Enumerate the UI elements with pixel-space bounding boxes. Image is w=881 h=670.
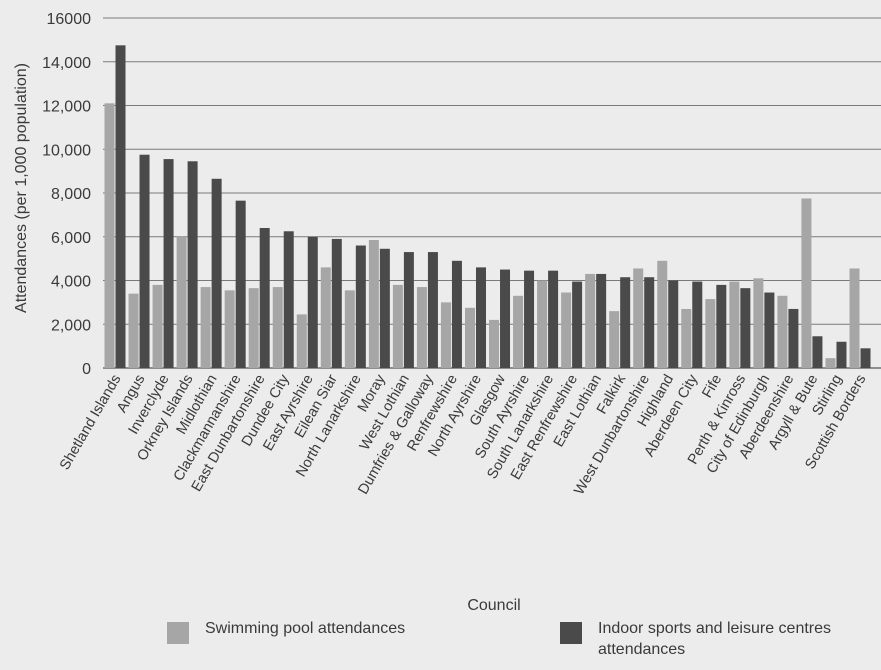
bar-swimming [416,287,427,368]
y-tick-label: 6,000 [51,230,91,247]
chart-plot: 0 2,000 4,000 6,000 8,000 10,000 12,000 14,000 1… [13,11,881,614]
y-axis-title: Attendances (per 1,000 population) [13,63,30,313]
bar-indoor-sports [139,154,150,368]
legend: Swimming pool attendances Indoor sports … [0,618,881,670]
bar-indoor-sports [620,277,631,368]
bar-swimming [344,290,355,368]
bar-swimming [513,295,524,368]
bar-indoor-sports [740,288,751,368]
y-tick-label: 0 [82,361,91,378]
bar-swimming [248,288,259,368]
bar-swimming [537,280,548,368]
bar-indoor-sports [403,252,414,368]
bar-swimming [777,295,788,368]
bar-indoor-sports [716,284,727,369]
bar-swimming [681,308,692,368]
bar-indoor-sports [187,161,198,368]
bar-swimming [657,260,668,368]
legend-swatch-indoor-sports [560,622,582,644]
bar-indoor-sports [115,45,126,369]
bar-indoor-sports [331,238,342,368]
bar-swimming [224,290,235,368]
bar-swimming [368,240,379,368]
bar-indoor-sports [788,308,799,368]
bar-indoor-sports [283,231,294,368]
bar-swimming [849,268,860,368]
bar-indoor-sports [259,228,270,368]
bar-indoor-sports [596,273,607,368]
y-tick-label: 16000 [47,11,92,28]
bar-indoor-sports [812,336,823,368]
bar-swimming [272,287,283,368]
bar-indoor-sports [764,292,775,368]
y-tick-label: 4,000 [51,274,91,291]
bar-indoor-sports [644,277,655,368]
bar-indoor-sports [307,236,318,368]
legend-item-indoor-sports: Indoor sports and leisure centres attend… [560,618,838,660]
legend-swatch-swimming [167,622,189,644]
bar-indoor-sports [379,248,390,368]
legend-label-swimming: Swimming pool attendances [205,620,406,637]
bar-swimming [320,267,331,369]
bar-swimming [128,293,139,369]
bar-swimming [464,307,475,368]
bar-swimming [440,302,451,369]
bar-indoor-sports [355,245,366,368]
bar-swimming [609,311,620,369]
bar-swimming [825,358,836,368]
bar-indoor-sports [451,260,462,368]
bars [104,45,871,369]
bar-indoor-sports [427,252,438,368]
bar-swimming [633,268,644,368]
bar-indoor-sports [860,348,871,368]
x-axis-title: Council [467,597,520,614]
bar-swimming [729,281,740,368]
bar-swimming [200,287,211,368]
legend-item-swimming: Swimming pool attendances [167,618,405,644]
bar-indoor-sports [692,281,703,368]
bar-indoor-sports [163,159,174,368]
bar-indoor-sports [524,270,535,368]
bar-indoor-sports [668,280,679,368]
bar-swimming [296,314,307,368]
y-axis-ticks: 0 2,000 4,000 6,000 8,000 10,000 12,000 14,000 1… [42,11,91,378]
bar-swimming [561,292,572,368]
y-tick-label: 14,000 [42,55,91,72]
bar-swimming [705,299,716,368]
y-tick-label: 10,000 [42,142,91,159]
y-tick-label: 2,000 [51,317,91,334]
bar-swimming [801,198,812,368]
bar-swimming [176,236,187,368]
bar-indoor-sports [548,270,559,368]
x-tick-label: Shetland Islands [57,372,124,473]
bar-swimming [392,284,403,369]
bar-indoor-sports [500,269,511,368]
bar-indoor-sports [211,178,222,368]
y-tick-label: 12,000 [42,99,91,116]
bar-indoor-sports [475,267,486,369]
y-tick-label: 8,000 [51,186,91,203]
bar-indoor-sports [572,281,583,368]
bar-swimming [152,284,163,369]
legend-label-indoor-sports: Indoor sports and leisure centres attend… [598,620,832,658]
bar-indoor-sports [235,200,246,368]
bar-swimming [753,278,764,368]
bar-swimming [489,319,500,369]
bar-swimming [585,273,596,368]
bar-indoor-sports [836,341,847,368]
bar-swimming [104,103,115,368]
